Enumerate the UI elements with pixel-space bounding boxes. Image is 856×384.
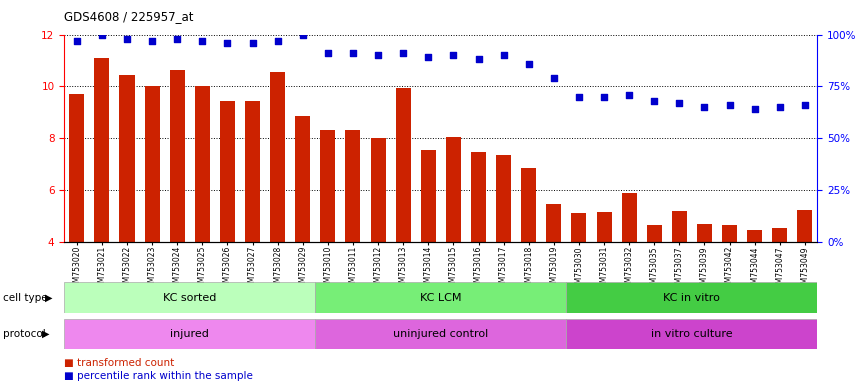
Point <box>296 31 310 38</box>
Bar <box>195 86 210 242</box>
Bar <box>747 230 762 242</box>
Bar <box>496 155 511 242</box>
Text: ■ transformed count: ■ transformed count <box>64 358 175 368</box>
Point <box>472 56 485 63</box>
Point <box>195 38 209 44</box>
Point <box>372 52 385 58</box>
Text: protocol: protocol <box>3 329 45 339</box>
Bar <box>621 193 637 242</box>
Text: uninjured control: uninjured control <box>393 329 489 339</box>
Point <box>622 92 636 98</box>
Bar <box>346 131 360 242</box>
Bar <box>245 101 260 242</box>
Bar <box>320 131 336 242</box>
Bar <box>697 224 712 242</box>
Bar <box>672 211 687 242</box>
Bar <box>421 150 436 242</box>
Point <box>496 52 510 58</box>
Bar <box>597 212 611 242</box>
Bar <box>471 152 486 242</box>
Text: KC sorted: KC sorted <box>163 293 217 303</box>
Point <box>146 38 159 44</box>
Text: cell type: cell type <box>3 293 47 303</box>
Point <box>396 50 410 56</box>
Point <box>773 104 787 110</box>
Point <box>70 38 84 44</box>
Point <box>346 50 360 56</box>
Bar <box>772 228 788 242</box>
Bar <box>64 319 315 349</box>
Text: injured: injured <box>170 329 209 339</box>
Bar <box>94 58 110 242</box>
Bar <box>69 94 84 242</box>
Text: KC in vitro: KC in vitro <box>663 293 721 303</box>
Bar <box>270 72 285 242</box>
Bar <box>295 116 310 242</box>
Point <box>522 61 536 67</box>
Bar <box>220 101 235 242</box>
Point <box>798 102 811 108</box>
Bar <box>546 204 562 242</box>
Point <box>221 40 235 46</box>
Point <box>698 104 711 110</box>
Bar <box>647 225 662 242</box>
Bar <box>567 282 817 313</box>
Point <box>597 94 611 100</box>
Text: ■ percentile rank within the sample: ■ percentile rank within the sample <box>64 371 253 381</box>
Point <box>421 54 435 60</box>
Point <box>321 50 335 56</box>
Bar <box>572 214 586 242</box>
Bar <box>169 70 185 242</box>
Text: GDS4608 / 225957_at: GDS4608 / 225957_at <box>64 10 193 23</box>
Point <box>722 102 736 108</box>
Text: in vitro culture: in vitro culture <box>651 329 733 339</box>
Point <box>647 98 661 104</box>
Point <box>95 31 109 38</box>
Bar <box>371 138 385 242</box>
Bar <box>521 168 536 242</box>
Text: ▶: ▶ <box>45 293 52 303</box>
Point <box>270 38 284 44</box>
Bar <box>315 319 567 349</box>
Point <box>673 100 687 106</box>
Point <box>170 36 184 42</box>
Bar <box>120 75 134 242</box>
Bar <box>395 88 411 242</box>
Bar <box>567 319 817 349</box>
Point <box>120 36 134 42</box>
Point <box>246 40 259 46</box>
Bar <box>315 282 567 313</box>
Point <box>447 52 461 58</box>
Bar <box>64 282 315 313</box>
Point <box>748 106 762 112</box>
Bar <box>722 225 737 242</box>
Point <box>547 75 561 81</box>
Text: ▶: ▶ <box>42 329 50 339</box>
Point <box>572 94 586 100</box>
Bar <box>145 86 159 242</box>
Text: KC LCM: KC LCM <box>420 293 461 303</box>
Bar <box>446 137 461 242</box>
Bar <box>798 210 812 242</box>
